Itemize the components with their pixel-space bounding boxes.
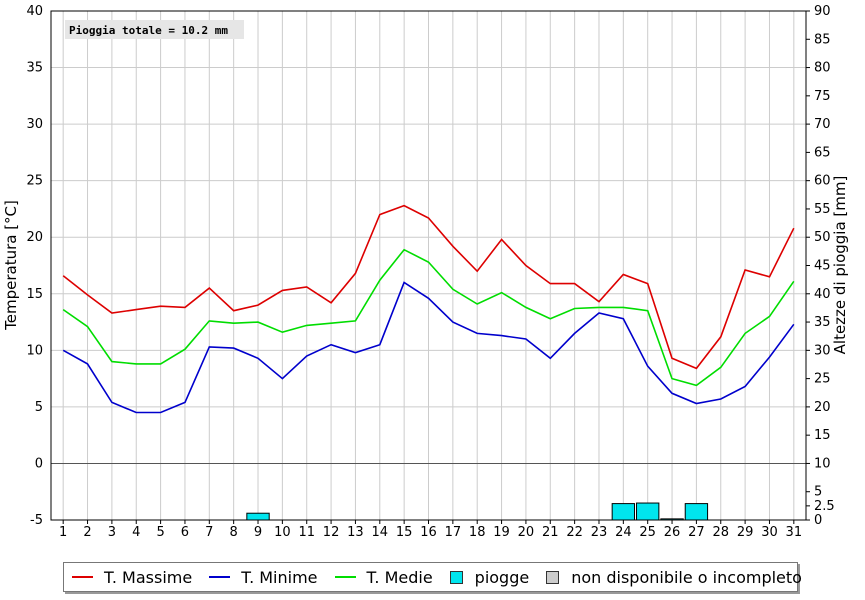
legend-item: T. Medie bbox=[334, 567, 433, 587]
x-tick-label: 1 bbox=[59, 525, 67, 540]
y-tick-label: 20 bbox=[26, 230, 43, 245]
grid bbox=[51, 10, 806, 521]
y2-tick-label: 35 bbox=[814, 315, 831, 330]
x-tick-label: 15 bbox=[396, 525, 413, 540]
x-tick-label: 13 bbox=[347, 525, 364, 540]
x-tick-label: 3 bbox=[108, 525, 116, 540]
y2-tick-label: 2.5 bbox=[814, 499, 835, 514]
rain-bar bbox=[684, 503, 709, 521]
x-tick-label: 14 bbox=[372, 525, 389, 540]
rain-bar bbox=[611, 503, 636, 521]
y2-tick-label: 15 bbox=[814, 428, 831, 443]
x-tick-label: 29 bbox=[737, 525, 754, 540]
y-tick-label: 0 bbox=[35, 456, 43, 471]
y2-tick-label: 45 bbox=[814, 259, 831, 274]
legend-swatch bbox=[209, 576, 231, 578]
y2-tick-label: 20 bbox=[814, 400, 831, 415]
x-tick-label: 6 bbox=[181, 525, 189, 540]
legend-item: piogge bbox=[449, 567, 530, 587]
x-tick-label: 18 bbox=[469, 525, 486, 540]
x-tick-label: 23 bbox=[591, 525, 608, 540]
annotation-box bbox=[65, 20, 244, 39]
y-tick-label: 10 bbox=[26, 343, 43, 358]
y-tick-label: 5 bbox=[35, 400, 43, 415]
legend-item: T. Minime bbox=[209, 567, 318, 587]
x-tick-label: 30 bbox=[761, 525, 778, 540]
legend-label: piogge bbox=[474, 567, 530, 587]
tick-labels: -5051015202530354002.5510152025303540455… bbox=[26, 4, 834, 540]
y2-tick-label: 55 bbox=[814, 202, 831, 217]
y-tick-label: -5 bbox=[30, 513, 43, 528]
x-tick-label: 2 bbox=[83, 525, 91, 540]
legend-label: T. Minime bbox=[241, 567, 318, 587]
legend-swatch bbox=[334, 576, 356, 578]
rain-bar bbox=[246, 512, 270, 521]
y2-tick-label: 30 bbox=[814, 343, 831, 358]
y-tick-label: 35 bbox=[26, 61, 43, 76]
x-tick-label: 17 bbox=[445, 525, 462, 540]
x-tick-label: 8 bbox=[230, 525, 238, 540]
x-tick-label: 19 bbox=[493, 525, 510, 540]
x-tick-label: 5 bbox=[156, 525, 164, 540]
x-tick-label: 31 bbox=[786, 525, 803, 540]
x-tick-label: 22 bbox=[566, 525, 583, 540]
x-tick-label: 26 bbox=[664, 525, 681, 540]
x-tick-label: 21 bbox=[542, 525, 559, 540]
legend-label: non disponibile o incompleto bbox=[571, 567, 802, 587]
y2-tick-label: 70 bbox=[814, 117, 831, 132]
x-tick-label: 24 bbox=[615, 525, 632, 540]
legend-swatch bbox=[449, 570, 463, 584]
y2-tick-label: 5 bbox=[814, 485, 822, 500]
series-lines bbox=[62, 204, 795, 414]
y2-tick-label: 25 bbox=[814, 372, 831, 387]
y2-tick-label: 10 bbox=[814, 456, 831, 471]
x-tick-label: 25 bbox=[639, 525, 656, 540]
series-line-t-minime bbox=[62, 281, 795, 414]
annotation: Pioggia totale = 10.2 mm bbox=[69, 24, 228, 37]
x-tick-label: 12 bbox=[323, 525, 340, 540]
rain-bars bbox=[246, 502, 709, 521]
y2-tick-label: 85 bbox=[814, 32, 831, 47]
y2-tick-label: 90 bbox=[814, 4, 831, 19]
series-line-t-medie bbox=[62, 248, 795, 387]
y-tick-label: 25 bbox=[26, 174, 43, 189]
legend-swatch bbox=[72, 576, 93, 578]
x-tick-label: 27 bbox=[688, 525, 705, 540]
y2-axis-label: Altezze di pioggia [mm] bbox=[831, 176, 849, 355]
y-tick-label: 30 bbox=[26, 117, 43, 132]
y2-tick-label: 40 bbox=[814, 287, 831, 302]
legend-item: non disponibile o incompleto bbox=[546, 568, 802, 587]
x-tick-label: 16 bbox=[420, 525, 437, 540]
series-line-t-massime bbox=[62, 204, 795, 370]
y2-tick-label: 75 bbox=[814, 89, 831, 104]
y2-tick-label: 50 bbox=[814, 230, 831, 245]
legend-item: T. Massime bbox=[72, 568, 192, 587]
y2-tick-label: 0 bbox=[814, 513, 822, 528]
legend-label: T. Massime bbox=[104, 567, 193, 587]
x-tick-label: 9 bbox=[254, 525, 262, 540]
x-tick-label: 7 bbox=[205, 525, 213, 540]
legend: T. Massime T. Minime T. Medie piogge non dis… bbox=[63, 562, 802, 592]
y2-tick-label: 65 bbox=[814, 145, 831, 160]
y-tick-label: 40 bbox=[26, 4, 43, 19]
x-tick-label: 11 bbox=[298, 525, 315, 540]
x-tick-label: 4 bbox=[132, 525, 140, 540]
rain-bar bbox=[636, 502, 660, 521]
y-axis-label: Temperatura [°C] bbox=[2, 200, 20, 331]
legend-swatch bbox=[546, 570, 560, 584]
y2-tick-label: 80 bbox=[814, 61, 831, 76]
x-tick-label: 10 bbox=[274, 525, 291, 540]
y2-tick-label: 60 bbox=[814, 174, 831, 189]
y-tick-label: 15 bbox=[26, 287, 43, 302]
x-tick-label: 28 bbox=[712, 525, 729, 540]
x-tick-label: 20 bbox=[518, 525, 535, 540]
legend-label: T. Medie bbox=[366, 567, 433, 587]
